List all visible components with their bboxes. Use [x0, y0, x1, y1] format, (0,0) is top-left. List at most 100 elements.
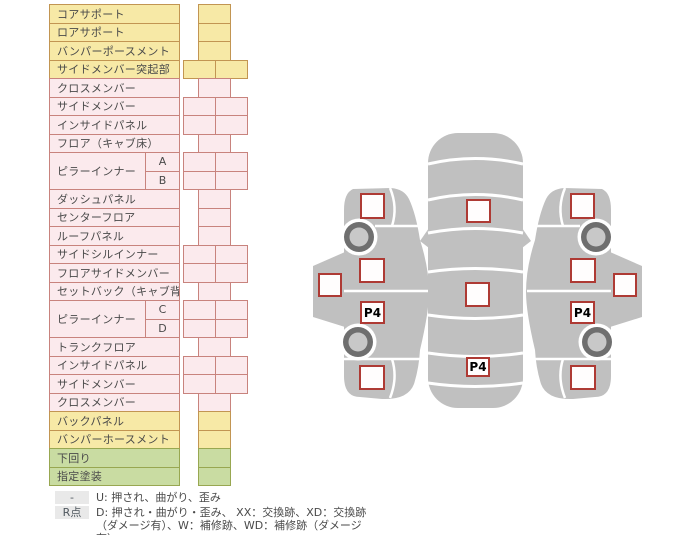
- table-row: コアサポート: [49, 4, 248, 24]
- table-row-group: ピラーインナー C D: [49, 300, 248, 338]
- row-label: バンパーポースメント: [49, 41, 180, 61]
- legend-text: D: 押され・曲がり・歪み、 XX：交換跡、XD：交換跡（ダメージ有）、W：補修…: [96, 506, 367, 535]
- row-label: 下回り: [49, 448, 180, 468]
- table-row: セットバック（キャブ背）: [49, 281, 248, 301]
- table-row: ロアサポート: [49, 22, 248, 42]
- row-sub-labels: C D: [145, 300, 180, 338]
- legend-badge: -: [55, 491, 89, 504]
- row-sub-labels: A B: [145, 152, 180, 190]
- damage-cell[interactable]: [183, 152, 216, 172]
- table-row: バンパーポースメント: [49, 41, 248, 61]
- damage-cell[interactable]: [198, 22, 231, 42]
- damage-marker-p4[interactable]: P4: [360, 301, 385, 324]
- damage-cell[interactable]: [183, 59, 216, 79]
- damage-cell[interactable]: [198, 226, 231, 246]
- row-label: ロアサポート: [49, 22, 180, 42]
- row-label: フロア（キャブ床）: [49, 133, 180, 153]
- damage-cell[interactable]: [183, 96, 216, 116]
- row-sub-label: A: [145, 152, 180, 172]
- damage-cell[interactable]: [198, 189, 231, 209]
- damage-marker[interactable]: [570, 365, 596, 390]
- damage-cell[interactable]: [198, 41, 231, 61]
- damage-cell[interactable]: [198, 448, 231, 468]
- legend-row: - U: 押され、曲がり、歪み: [55, 491, 372, 504]
- damage-cell[interactable]: [215, 263, 248, 283]
- damage-cell[interactable]: [215, 355, 248, 375]
- damage-cell[interactable]: [215, 318, 248, 338]
- damage-marker[interactable]: [613, 273, 637, 297]
- table-row: センターフロア: [49, 207, 248, 227]
- table-row: インサイドパネル: [49, 355, 248, 375]
- table-row: インサイドパネル: [49, 115, 248, 135]
- table-row: ルーフパネル: [49, 226, 248, 246]
- damage-marker[interactable]: [570, 193, 595, 219]
- damage-marker[interactable]: [466, 199, 491, 223]
- damage-cell[interactable]: [183, 263, 216, 283]
- table-row: クロスメンバー: [49, 78, 248, 98]
- row-label: サイドメンバー: [49, 374, 180, 394]
- damage-cell[interactable]: [215, 300, 248, 320]
- damage-cell[interactable]: [215, 152, 248, 172]
- row-label: インサイドパネル: [49, 355, 180, 375]
- legend-badge: R点: [55, 506, 89, 519]
- row-label: ピラーインナー: [49, 152, 146, 190]
- row-label: バンパーホースメント: [49, 429, 180, 449]
- damage-table: コアサポート ロアサポート バンパーポースメント サイドメンバー突起部 クロスメ…: [49, 4, 248, 486]
- row-label: コアサポート: [49, 4, 180, 24]
- row-label: ルーフパネル: [49, 226, 180, 246]
- damage-marker[interactable]: [570, 258, 596, 283]
- row-label: センターフロア: [49, 207, 180, 227]
- legend-text: U: 押され、曲がり、歪み: [96, 491, 221, 504]
- legend: - U: 押され、曲がり、歪み R点 D: 押され・曲がり・歪み、 XX：交換跡…: [55, 491, 372, 535]
- damage-cell[interactable]: [215, 170, 248, 190]
- damage-cell[interactable]: [198, 392, 231, 412]
- damage-marker-p4[interactable]: P4: [466, 357, 490, 377]
- table-row: クロスメンバー: [49, 392, 248, 412]
- table-row: バンパーホースメント: [49, 429, 248, 449]
- damage-marker[interactable]: [360, 193, 385, 219]
- table-row: サイドシルインナー: [49, 244, 248, 264]
- damage-cell[interactable]: [198, 411, 231, 431]
- damage-marker[interactable]: [359, 258, 385, 283]
- table-row: サイドメンバー突起部: [49, 59, 248, 79]
- row-sub-label: C: [145, 300, 180, 320]
- row-label: インサイドパネル: [49, 115, 180, 135]
- damage-cell[interactable]: [215, 374, 248, 394]
- damage-cell[interactable]: [198, 207, 231, 227]
- row-label: 指定塗装: [49, 466, 180, 486]
- damage-cell[interactable]: [183, 355, 216, 375]
- row-label: クロスメンバー: [49, 392, 180, 412]
- damage-cell[interactable]: [215, 59, 248, 79]
- row-sub-label: D: [145, 318, 180, 338]
- row-label: サイドメンバー: [49, 96, 180, 116]
- damage-marker[interactable]: [465, 282, 490, 307]
- top-view-section-lines: [427, 157, 524, 388]
- damage-cell[interactable]: [198, 466, 231, 486]
- table-row: フロア（キャブ床）: [49, 133, 248, 153]
- table-row: 指定塗装: [49, 466, 248, 486]
- damage-cell[interactable]: [183, 318, 216, 338]
- damage-cell[interactable]: [183, 170, 216, 190]
- damage-cell[interactable]: [198, 78, 231, 98]
- damage-marker-p4[interactable]: P4: [570, 301, 595, 324]
- damage-cell[interactable]: [198, 281, 231, 301]
- damage-cell[interactable]: [183, 300, 216, 320]
- damage-marker[interactable]: [359, 365, 385, 390]
- damage-cell[interactable]: [198, 133, 231, 153]
- right-mirror-icon: [522, 228, 531, 248]
- damage-cell[interactable]: [183, 115, 216, 135]
- row-label: フロアサイドメンバー: [49, 263, 180, 283]
- damage-cell[interactable]: [183, 374, 216, 394]
- damage-cell[interactable]: [198, 337, 231, 357]
- damage-cell[interactable]: [215, 96, 248, 116]
- damage-cell[interactable]: [198, 4, 231, 24]
- row-label: トランクフロア: [49, 337, 180, 357]
- row-sub-label: B: [145, 170, 180, 190]
- damage-cell[interactable]: [183, 244, 216, 264]
- damage-cell[interactable]: [215, 244, 248, 264]
- wheel-icon: [339, 218, 378, 361]
- damage-marker[interactable]: [318, 273, 342, 297]
- left-mirror-icon: [420, 228, 429, 248]
- damage-cell[interactable]: [215, 115, 248, 135]
- damage-cell[interactable]: [198, 429, 231, 449]
